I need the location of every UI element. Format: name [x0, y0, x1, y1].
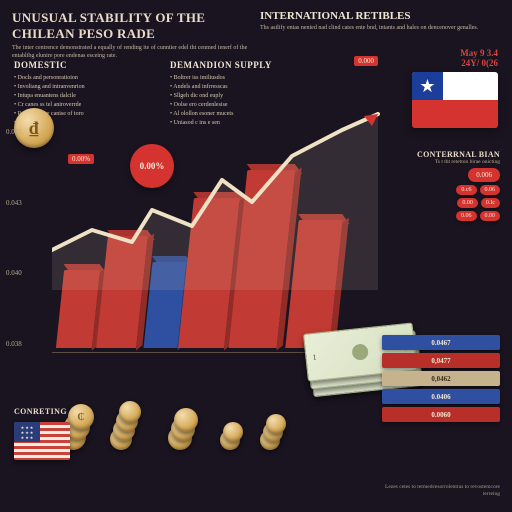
cb-pill: 0.06 [480, 185, 501, 195]
data-bar-row: 0.0467 [382, 335, 500, 350]
list-item: Al olollon esoner mucets [170, 110, 300, 119]
list-item: Docls and personratioion [14, 74, 144, 83]
y-tick: 0.040 [6, 269, 22, 277]
list-item: Intupa enuantens dalcile [14, 92, 144, 101]
subtitle-right: Ths asilify entas nenied nad clind cates… [260, 25, 500, 33]
demand-label: DEMANDION SUPPLY [170, 60, 272, 70]
list-item: Involiang and intranvenrion [14, 83, 144, 92]
cb-pill: 0.006 [468, 168, 500, 182]
cb-pill: 0.00 [457, 198, 478, 208]
list-item: Sllgeh dic ond euply [170, 92, 300, 101]
data-bars: 0.0467 0,0477 0,0462 0.0406 0.0060 [382, 335, 500, 422]
chile-flag-icon: ★ [412, 72, 498, 128]
cb-title: CONTERRNAL BIAN [390, 150, 500, 159]
subtitle-left: The inter centrence demonstrated a equal… [12, 45, 252, 61]
data-bar-row: 0,0477 [382, 353, 500, 368]
chart-bar [56, 270, 100, 348]
list-item: Uniasod c ins e sen [170, 119, 300, 128]
date-line-2: 24Y/ 0(26 [460, 58, 498, 68]
title-left: UNUSUAL STABILITY OF THE CHILEAN PESO RA… [12, 10, 252, 42]
footnote: Lezes cetes to termedcesorrolentras to r… [370, 484, 500, 498]
us-flag-icon: ★ ★ ★★ ★ ★★ ★ ★ [14, 422, 70, 460]
date-line-1: May 9 3.4 [460, 48, 498, 58]
coins-icon: ₵ [60, 370, 320, 450]
y-axis: 0.045 0.043 0.040 0.038 [6, 128, 22, 348]
title-right: INTERNATIONAL RETIBLES [260, 10, 500, 22]
list-item: Boltrer iss imiliusdos [170, 74, 300, 83]
cb-pill: 0.06 [456, 211, 477, 221]
cb-pill: 0.00 [480, 211, 501, 221]
date-box: May 9 3.4 24Y/ 0(26 [460, 48, 498, 68]
cb-pill: 0.Ic [481, 198, 500, 208]
corner-label: CONRETING [14, 407, 67, 416]
header-left: UNUSUAL STABILITY OF THE CHILEAN PESO RA… [12, 10, 252, 61]
cb-pill: 0.c6 [456, 185, 476, 195]
cb-row: 0.006 [390, 168, 500, 182]
mini-badge-2: 0.000 [354, 56, 378, 66]
central-bank-panel: CONTERRNAL BIAN Ts t tht retetton birae … [390, 150, 500, 221]
y-tick: 0.038 [6, 340, 22, 348]
domestic-label: DOMESTIC [14, 60, 67, 70]
bar-chart [52, 128, 352, 348]
data-bar-row: 0.0406 [382, 389, 500, 404]
y-tick: 0.045 [6, 128, 22, 136]
data-bar-row: 0.0060 [382, 407, 500, 422]
demand-bullets: Boltrer iss imiliusdos Andels and infrre… [170, 74, 300, 128]
cb-sub: Ts t tht retetton birae onicting [390, 159, 500, 165]
list-item: Andels and infrresscas [170, 83, 300, 92]
data-bar-row: 0,0462 [382, 371, 500, 386]
list-item: Oolse ero cerdenlesise [170, 101, 300, 110]
y-tick: 0.043 [6, 199, 22, 207]
header: UNUSUAL STABILITY OF THE CHILEAN PESO RA… [12, 10, 500, 61]
chart-bar [96, 236, 148, 348]
